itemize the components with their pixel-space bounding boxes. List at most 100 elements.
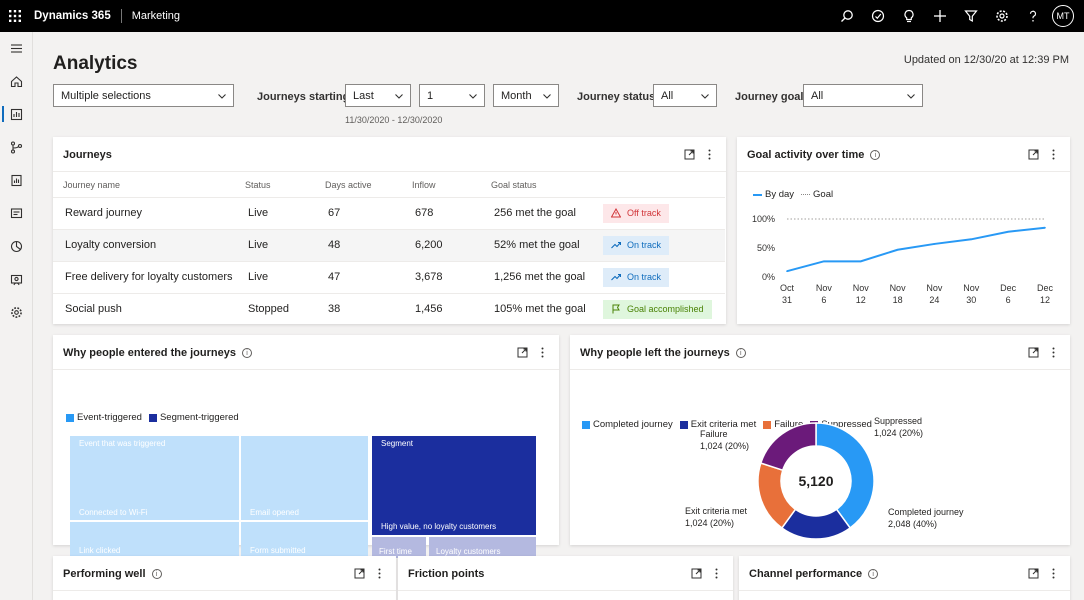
table-row[interactable]: Free delivery for loyalty customers Live… bbox=[53, 260, 725, 293]
card-actions bbox=[1022, 345, 1062, 359]
gear-icon[interactable] bbox=[986, 0, 1017, 32]
settings-icon[interactable] bbox=[0, 298, 33, 326]
data-point bbox=[1007, 230, 1009, 233]
info-icon[interactable]: i bbox=[241, 348, 252, 358]
performing-well-title: Performing well i bbox=[63, 568, 162, 580]
journey-status: Live bbox=[245, 260, 325, 293]
donut-label-value: 2,048 (40%) bbox=[888, 519, 938, 529]
donut-slice[interactable] bbox=[815, 422, 875, 529]
expand-icon[interactable] bbox=[350, 566, 368, 580]
filter-icon[interactable] bbox=[955, 0, 986, 32]
info-icon[interactable]: i bbox=[735, 348, 746, 358]
chevron-down-icon bbox=[543, 94, 551, 99]
friction-points-title: Friction points bbox=[408, 568, 484, 580]
journey-goal-label: Journey goal bbox=[735, 91, 804, 103]
journey-name[interactable]: Free delivery for loyalty customers bbox=[53, 260, 245, 293]
left-title-text: Why people left the journeys bbox=[580, 347, 730, 359]
badge-label: On track bbox=[627, 240, 662, 250]
badge-label: Off track bbox=[627, 208, 661, 218]
unit-value: Month bbox=[501, 89, 532, 102]
help-icon[interactable] bbox=[1017, 0, 1048, 32]
period-dropdown[interactable]: Last bbox=[345, 84, 411, 107]
expand-icon[interactable] bbox=[680, 147, 698, 161]
x-tick-label: Nov bbox=[890, 283, 907, 293]
journeys-title-text: Journeys bbox=[63, 149, 112, 161]
unit-dropdown[interactable]: Month bbox=[493, 84, 559, 107]
badge-cell: Off track bbox=[603, 196, 725, 229]
lightbulb-icon[interactable] bbox=[893, 0, 924, 32]
plus-icon[interactable] bbox=[924, 0, 955, 32]
table-row[interactable]: Social push Stopped 38 1,456 105% met th… bbox=[53, 292, 725, 325]
reports-icon[interactable] bbox=[0, 166, 33, 194]
journey-goal-value: All bbox=[811, 89, 824, 102]
events-icon[interactable] bbox=[0, 265, 33, 293]
card-divider bbox=[53, 369, 559, 370]
card-actions bbox=[511, 345, 551, 359]
column-header[interactable]: Status bbox=[245, 179, 271, 190]
count-dropdown[interactable]: 1 bbox=[419, 84, 485, 107]
info-icon[interactable]: i bbox=[151, 569, 162, 579]
more-options-icon[interactable] bbox=[533, 345, 551, 359]
legend-item[interactable]: Segment-triggered bbox=[148, 412, 239, 423]
goal-activity-chart: 100% 50% 0% Oct 31 Nov 6 Nov 12 Nov 18 Nov 24 Nov 30 De… bbox=[752, 214, 1054, 305]
expand-icon[interactable] bbox=[513, 345, 531, 359]
treemap-cell-loyalty[interactable]: Loyalty customers bbox=[429, 537, 536, 558]
column-header[interactable]: Goal status bbox=[491, 179, 537, 190]
journey-icon[interactable] bbox=[0, 133, 33, 161]
legend-item[interactable]: Event-triggered bbox=[66, 412, 142, 423]
legend-item[interactable]: By day bbox=[753, 189, 794, 200]
journey-selection-dropdown[interactable]: Multiple selections bbox=[53, 84, 234, 107]
expand-icon[interactable] bbox=[687, 566, 705, 580]
more-options-icon[interactable] bbox=[700, 147, 718, 161]
column-header[interactable]: Inflow bbox=[412, 179, 436, 190]
journey-status-label: Journey status bbox=[577, 91, 656, 103]
journey-name[interactable]: Reward journey bbox=[53, 196, 245, 229]
data-point bbox=[786, 270, 788, 272]
treemap-cell-first-time[interactable]: First time bbox=[372, 537, 426, 558]
treemap-cell-link-clicked[interactable]: Link clicked bbox=[70, 522, 239, 558]
forms-icon[interactable] bbox=[0, 199, 33, 227]
more-options-icon[interactable] bbox=[370, 566, 388, 580]
journey-goal-dropdown[interactable]: All bbox=[803, 84, 923, 107]
donut-slice[interactable] bbox=[759, 422, 817, 472]
more-options-icon[interactable] bbox=[707, 566, 725, 580]
info-icon[interactable]: i bbox=[870, 150, 881, 160]
chevron-down-icon bbox=[218, 94, 226, 99]
more-options-icon[interactable] bbox=[1044, 147, 1062, 161]
legend-item[interactable]: Goal bbox=[801, 189, 833, 200]
x-tick-label: Nov bbox=[816, 283, 833, 293]
home-icon[interactable] bbox=[0, 67, 33, 95]
expand-icon[interactable] bbox=[1024, 147, 1042, 161]
more-options-icon[interactable] bbox=[1044, 566, 1062, 580]
brand-name[interactable]: Dynamics 365 bbox=[34, 9, 122, 23]
segments-icon[interactable] bbox=[0, 232, 33, 260]
search-icon[interactable] bbox=[831, 0, 862, 32]
journey-status-dropdown[interactable]: All bbox=[653, 84, 717, 107]
legend-item[interactable]: Completed journey bbox=[582, 419, 673, 430]
legend-item[interactable]: Exit criteria met bbox=[679, 419, 756, 430]
legend-swatch bbox=[66, 413, 74, 422]
expand-icon[interactable] bbox=[1024, 345, 1042, 359]
target-icon[interactable] bbox=[862, 0, 893, 32]
analytics-icon[interactable] bbox=[0, 100, 33, 128]
journey-name[interactable]: Social push bbox=[53, 292, 245, 325]
treemap-cell-segment[interactable]: Segment High value, no loyalty customers bbox=[372, 436, 536, 535]
x-tick-label: Oct bbox=[780, 283, 795, 293]
expand-icon[interactable] bbox=[1024, 566, 1042, 580]
table-row[interactable]: Reward journey Live 67 678 256 met the g… bbox=[53, 196, 725, 229]
card-actions bbox=[1022, 147, 1062, 161]
legend-item[interactable]: Failure bbox=[763, 419, 803, 430]
treemap-cell-email-opened[interactable]: Email opened bbox=[241, 436, 368, 520]
journey-name[interactable]: Loyalty conversion bbox=[53, 228, 245, 261]
column-header[interactable]: Journey name bbox=[63, 179, 121, 190]
menu-icon[interactable] bbox=[0, 34, 33, 62]
table-row[interactable]: Loyalty conversion Live 48 6,200 52% met… bbox=[53, 228, 725, 261]
more-options-icon[interactable] bbox=[1044, 345, 1062, 359]
user-avatar[interactable]: MT bbox=[1052, 5, 1074, 27]
treemap-cell-form-submitted[interactable]: Form submitted bbox=[241, 522, 368, 558]
legend-swatch bbox=[148, 413, 157, 422]
treemap-cell-event-triggered[interactable]: Event that was triggered Connected to Wi… bbox=[70, 436, 239, 520]
info-icon[interactable]: i bbox=[868, 569, 879, 579]
column-header[interactable]: Days active bbox=[325, 179, 372, 190]
app-launcher-icon[interactable] bbox=[2, 0, 28, 32]
